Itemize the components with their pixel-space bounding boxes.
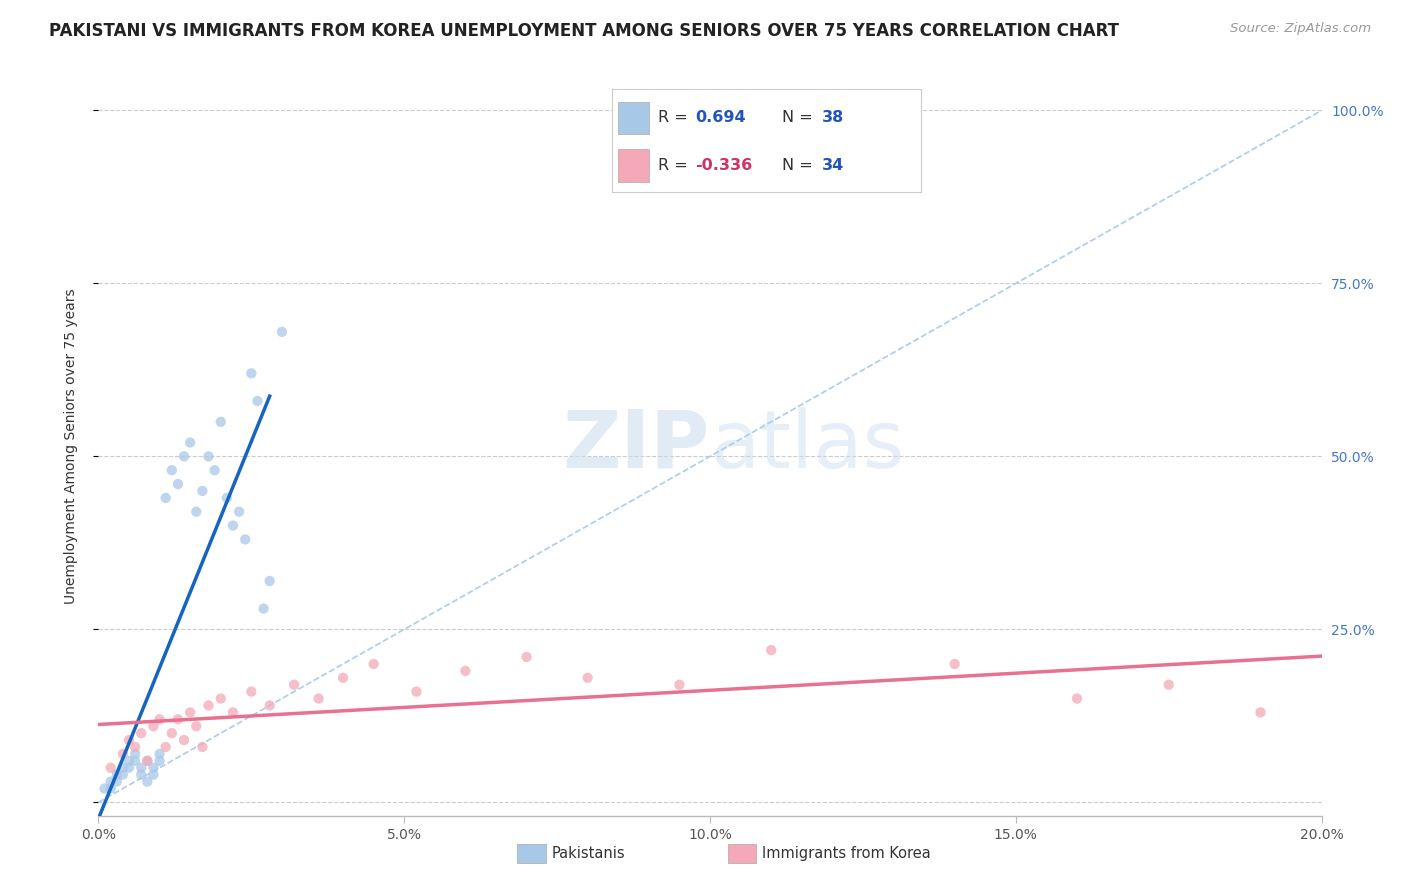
Point <box>149 754 172 768</box>
Point <box>228 505 250 519</box>
Text: Source: ZipAtlas.com: Source: ZipAtlas.com <box>1230 22 1371 36</box>
Point <box>167 712 190 726</box>
Point <box>118 754 141 768</box>
Text: 34: 34 <box>823 158 844 173</box>
Text: ZIP: ZIP <box>562 407 710 485</box>
Point <box>943 657 966 671</box>
Point <box>246 394 269 409</box>
Point <box>516 650 538 665</box>
Point <box>160 726 183 740</box>
Point <box>1157 678 1180 692</box>
Point <box>197 450 219 464</box>
Point <box>142 719 165 733</box>
Bar <box>617 149 648 181</box>
Text: Immigrants from Korea: Immigrants from Korea <box>762 847 931 861</box>
Point <box>124 754 146 768</box>
Text: PAKISTANI VS IMMIGRANTS FROM KOREA UNEMPLOYMENT AMONG SENIORS OVER 75 YEARS CORR: PAKISTANI VS IMMIGRANTS FROM KOREA UNEMP… <box>49 22 1119 40</box>
Point <box>191 739 214 754</box>
Point <box>759 643 782 657</box>
Point <box>149 712 172 726</box>
Point <box>142 761 165 775</box>
Point <box>233 533 256 547</box>
Text: R =: R = <box>658 158 693 173</box>
Point <box>129 726 152 740</box>
Point <box>100 774 122 789</box>
Point <box>191 483 214 498</box>
Point <box>222 518 245 533</box>
Point <box>136 754 159 768</box>
Point <box>118 761 141 775</box>
Point <box>209 691 232 706</box>
Point <box>308 691 330 706</box>
Point <box>129 761 152 775</box>
Point <box>259 698 281 713</box>
Point <box>173 733 195 747</box>
Point <box>454 664 477 678</box>
Point <box>124 747 146 761</box>
Point <box>186 505 208 519</box>
Point <box>179 706 201 720</box>
Point <box>215 491 238 505</box>
Point <box>100 761 122 775</box>
Y-axis label: Unemployment Among Seniors over 75 years: Unemployment Among Seniors over 75 years <box>63 288 77 604</box>
Text: 38: 38 <box>823 111 844 126</box>
Point <box>118 733 141 747</box>
Point <box>136 754 159 768</box>
Point <box>142 767 165 781</box>
Point <box>405 684 427 698</box>
Point <box>100 781 122 796</box>
Point <box>1249 706 1271 720</box>
Point <box>129 767 152 781</box>
Point <box>204 463 226 477</box>
Point <box>186 719 208 733</box>
Point <box>124 739 146 754</box>
Point <box>252 601 274 615</box>
Point <box>240 367 263 381</box>
Point <box>105 767 128 781</box>
Point <box>149 747 172 761</box>
Text: 0.694: 0.694 <box>695 111 745 126</box>
Point <box>668 678 690 692</box>
Point <box>111 747 134 761</box>
Point <box>173 450 195 464</box>
Text: Pakistanis: Pakistanis <box>551 847 624 861</box>
Point <box>105 774 128 789</box>
Point <box>155 739 177 754</box>
Point <box>93 781 115 796</box>
Point <box>111 761 134 775</box>
Text: N =: N = <box>782 111 818 126</box>
Point <box>111 767 134 781</box>
Text: atlas: atlas <box>710 407 904 485</box>
Text: R =: R = <box>658 111 693 126</box>
Point <box>136 774 159 789</box>
Point <box>240 684 263 698</box>
Point <box>270 325 292 339</box>
Bar <box>617 102 648 135</box>
Point <box>259 574 281 588</box>
Point <box>1066 691 1088 706</box>
Point <box>576 671 599 685</box>
Point <box>167 477 190 491</box>
Point <box>160 463 183 477</box>
Point <box>222 706 245 720</box>
Point <box>155 491 177 505</box>
Point <box>209 415 232 429</box>
Point <box>197 698 219 713</box>
Text: N =: N = <box>782 158 818 173</box>
Point <box>179 435 201 450</box>
Point <box>363 657 385 671</box>
Point <box>283 678 305 692</box>
Point <box>332 671 354 685</box>
Text: -0.336: -0.336 <box>695 158 752 173</box>
